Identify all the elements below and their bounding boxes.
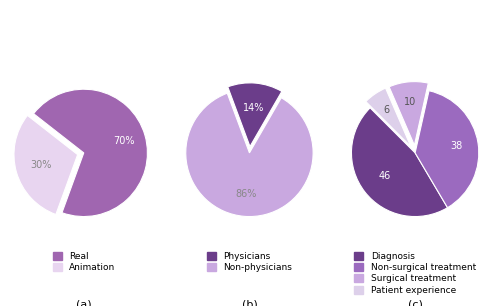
Wedge shape (415, 91, 479, 208)
Legend: Diagnosis, Non-surgical treatment, Surgical treatment, Patient experience: Diagnosis, Non-surgical treatment, Surgi… (353, 250, 478, 297)
Legend: Real, Animation: Real, Animation (51, 250, 117, 274)
Text: 38: 38 (450, 141, 462, 151)
Text: 10: 10 (404, 96, 416, 106)
Wedge shape (366, 88, 411, 147)
Text: 86%: 86% (235, 189, 257, 199)
Wedge shape (186, 93, 313, 217)
Text: 14%: 14% (242, 103, 264, 114)
Text: (c): (c) (408, 299, 422, 306)
Text: (b): (b) (241, 299, 258, 306)
Text: 30%: 30% (30, 160, 51, 170)
Text: 6: 6 (383, 105, 389, 115)
Text: (a): (a) (76, 299, 92, 306)
Wedge shape (351, 108, 448, 217)
Legend: Physicians, Non-physicians: Physicians, Non-physicians (205, 250, 294, 274)
Wedge shape (228, 83, 282, 147)
Wedge shape (34, 89, 148, 217)
Wedge shape (389, 82, 428, 145)
Text: 46: 46 (379, 171, 391, 181)
Text: 70%: 70% (113, 136, 134, 147)
Wedge shape (14, 115, 78, 215)
